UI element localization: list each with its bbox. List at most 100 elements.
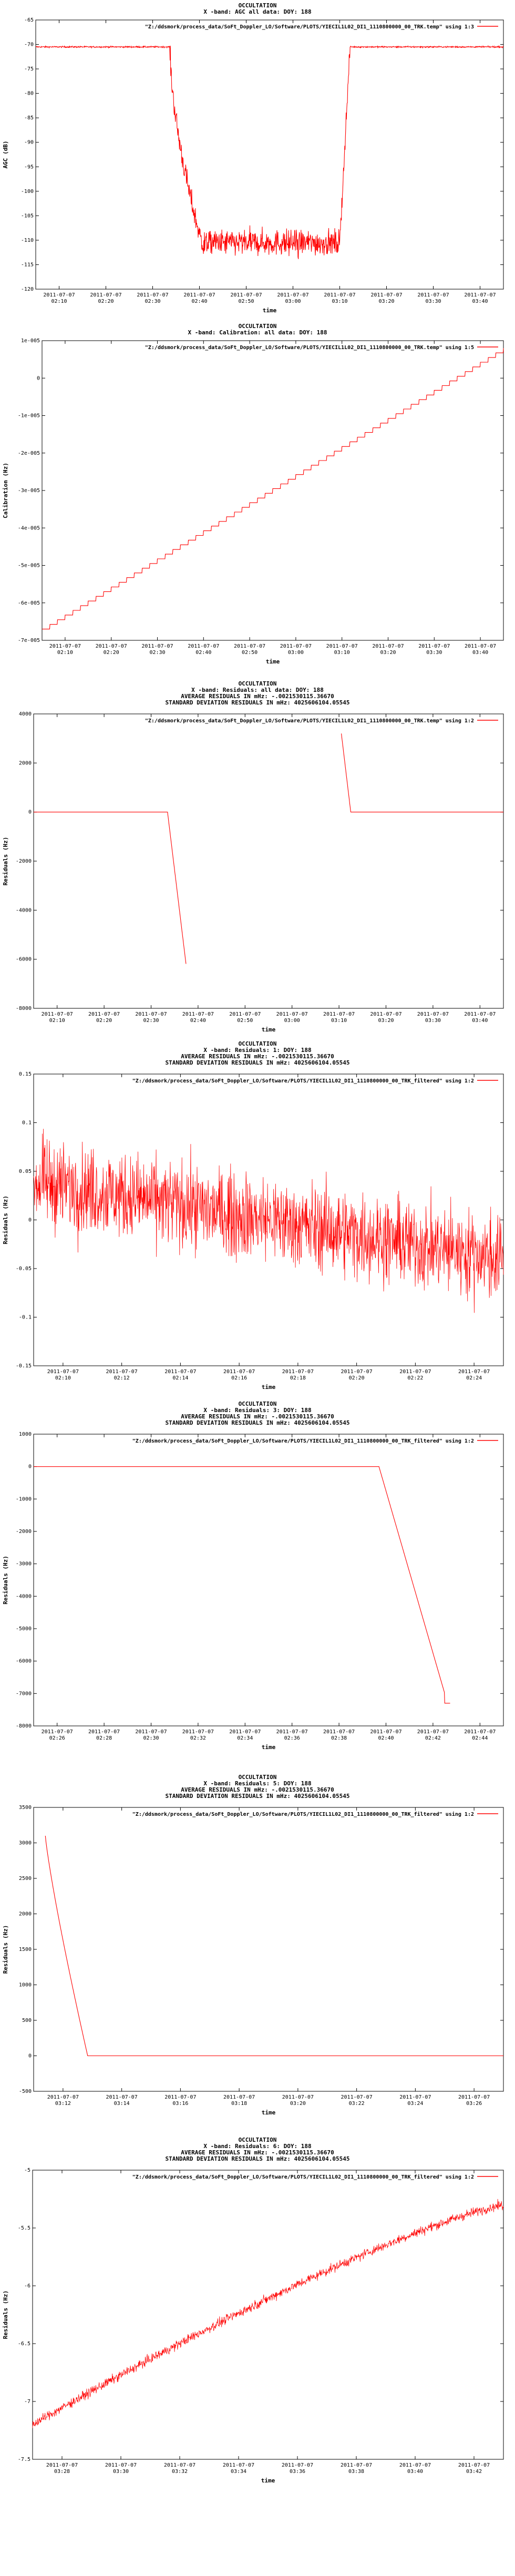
x-tick-label: 2011-07-07 [164,2094,196,2100]
x-tick-label: 02:30 [143,1735,159,1741]
chart-title-line: X -band: Residuals: 6: DOY: 188 [203,2143,311,2150]
y-tick-label: -100 [21,189,34,195]
x-tick-label: 03:40 [472,299,488,304]
x-tick-label: 2011-07-07 [49,643,81,649]
x-tick-label: 02:16 [231,1375,247,1381]
x-tick-label: 02:30 [149,650,165,656]
y-tick-label: -2000 [16,1529,32,1535]
y-tick-label: -6000 [16,1659,32,1664]
x-tick-label: 2011-07-07 [164,2462,195,2468]
chart-title-line: OCCULTATION [239,2137,277,2143]
y-axis-label: Residuals (Hz) [2,1925,9,1974]
x-tick-label: 2011-07-07 [137,292,168,298]
x-tick-label: 2011-07-07 [323,1011,355,1017]
chart-title-line: OCCULTATION [239,1040,277,1047]
y-tick-label: -110 [21,238,34,243]
x-tick-label: 03:36 [290,2469,305,2475]
y-tick-label: -6e-005 [18,600,40,606]
x-tick-label: 2011-07-07 [370,1729,401,1735]
x-tick-label: 03:20 [290,2101,306,2107]
x-tick-label: 03:18 [231,2101,247,2107]
y-tick-label: -2000 [16,858,32,864]
x-tick-label: 2011-07-07 [47,2094,79,2100]
chart-title-line: X -band: Residuals: all data: DOY: 188 [191,687,324,693]
x-tick-label: 02:10 [49,1018,65,1024]
x-tick-label: 2011-07-07 [47,1369,79,1375]
y-tick-label: -1000 [16,1496,32,1502]
x-tick-label: 03:40 [472,1018,488,1024]
x-tick-label: 2011-07-07 [276,1729,308,1735]
series-line [34,733,503,964]
chart-title-line: X -band: Residuals: 1: DOY: 188 [203,1047,311,1054]
series-line [42,348,504,630]
legend-entry: "Z:/ddsmork/process_data/SoFt_Doppler_LO… [145,718,474,724]
x-tick-label: 2011-07-07 [399,2094,431,2100]
x-tick-label: 03:20 [378,1018,394,1024]
x-tick-label: 03:00 [284,1018,300,1024]
x-tick-label: 2011-07-07 [282,1369,314,1375]
x-tick-label: 2011-07-07 [370,1011,401,1017]
x-tick-label: 2011-07-07 [234,643,265,649]
y-tick-label: 0 [28,1218,32,1223]
x-tick-label: 2011-07-07 [183,292,215,298]
x-tick-label: 2011-07-07 [164,1369,196,1375]
x-tick-label: 02:40 [190,1018,206,1024]
x-tick-label: 2011-07-07 [418,643,450,649]
chart-title-line: OCCULTATION [239,323,277,330]
x-tick-label: 2011-07-07 [135,1011,167,1017]
series-line [45,1835,503,2057]
x-tick-label: 03:40 [407,2469,423,2475]
x-tick-label: 2011-07-07 [282,2462,313,2468]
x-tick-label: 2011-07-07 [399,1369,431,1375]
legend-entry: "Z:/ddsmork/process_data/SoFt_Doppler_LO… [145,24,474,30]
x-tick-label: 02:40 [195,650,211,656]
y-tick-label: 1e-005 [21,338,40,344]
x-tick-label: 2011-07-07 [280,643,312,649]
plot-frame [33,1807,504,2092]
x-tick-label: 02:10 [57,650,73,656]
series-line [33,1129,504,1313]
y-tick-label: -90 [24,140,34,146]
x-tick-label: 03:14 [114,2101,130,2107]
y-tick-label: 0.05 [19,1169,32,1174]
x-tick-label: 03:34 [231,2469,246,2475]
x-axis-label: time [261,2477,275,2484]
y-tick-label: -6.5 [18,2341,30,2347]
legend-entry: "Z:/ddsmork/process_data/SoFt_Doppler_LO… [145,344,474,351]
y-tick-label: -8000 [16,1723,32,1729]
y-tick-label: -5.5 [18,2225,30,2231]
x-tick-label: 03:00 [285,299,301,304]
y-tick-label: 2000 [19,760,32,766]
y-tick-label: 0.15 [19,1071,32,1077]
x-tick-label: 03:10 [332,299,347,304]
x-tick-label: 02:50 [237,1018,253,1024]
x-tick-label: 02:28 [96,1735,112,1741]
x-tick-label: 03:30 [425,1018,441,1024]
x-tick-label: 03:20 [378,299,394,304]
x-tick-label: 02:24 [466,1375,482,1381]
y-tick-label: -115 [21,262,34,268]
x-tick-label: 03:16 [172,2101,188,2107]
y-tick-label: -7000 [16,1691,32,1696]
x-tick-label: 03:42 [466,2469,482,2475]
chart-title-line: STANDARD DEVIATION RESIDUALS IN mHz: 402… [166,2155,350,2162]
x-tick-label: 02:20 [349,1375,365,1381]
x-tick-label: 02:20 [98,299,114,304]
x-tick-label: 2011-07-07 [88,1011,120,1017]
x-tick-label: 02:38 [331,1735,347,1741]
x-tick-label: 2011-07-07 [458,1369,490,1375]
x-tick-label: 02:42 [425,1735,441,1741]
series-line [35,45,504,259]
legend-entry: "Z:/ddsmork/process_data/SoFt_Doppler_LO… [132,1438,474,1444]
x-tick-label: 2011-07-07 [182,1011,214,1017]
y-tick-label: -3e-005 [18,488,40,494]
y-tick-label: -7 [24,2399,30,2405]
y-tick-label: -5000 [16,1626,32,1632]
x-tick-label: 2011-07-07 [106,1369,138,1375]
x-tick-label: 03:10 [334,650,350,656]
x-tick-label: 02:34 [237,1735,253,1741]
chart-title-line: OCCULTATION [239,2,277,9]
x-tick-label: 2011-07-07 [323,1729,355,1735]
y-tick-label: 0 [37,375,40,381]
